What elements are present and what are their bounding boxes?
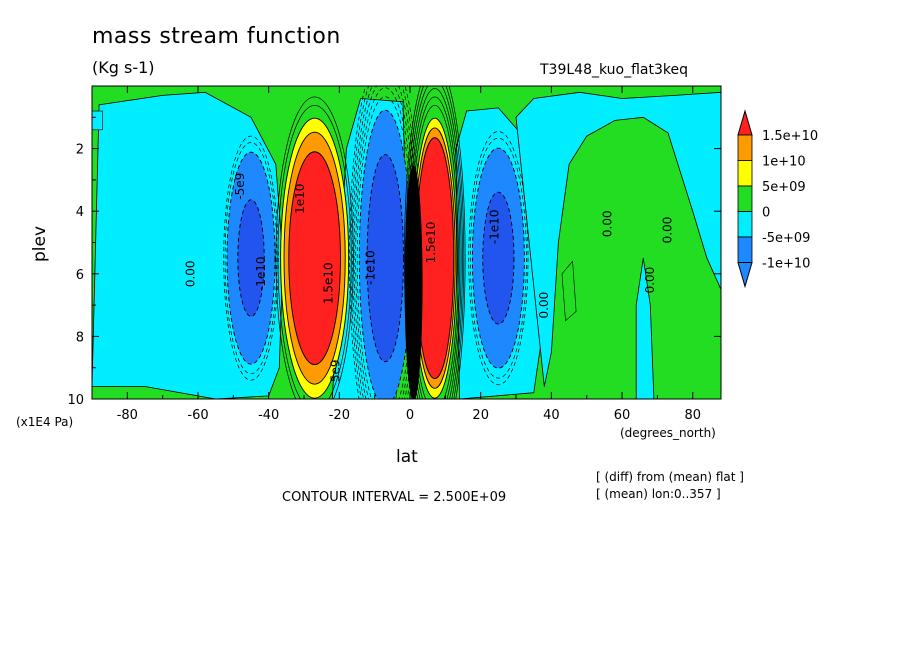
colorbar-segment-1 bbox=[737, 134, 753, 161]
contour-interval: CONTOUR INTERVAL = 2.500E+09 bbox=[282, 490, 507, 505]
note-diff: [ (diff) from (mean) flat ] bbox=[596, 470, 744, 484]
colorbar-segment-2 bbox=[737, 160, 753, 187]
cell-north-negative-ring-0 bbox=[469, 137, 527, 379]
cell-equatorial-negative-level-1 bbox=[366, 154, 404, 363]
x-tick-label-3: -20 bbox=[329, 408, 350, 423]
cell-south-positive-level-2 bbox=[288, 151, 341, 366]
dense-contour-core bbox=[404, 165, 423, 399]
contour-label-3: 1e10 bbox=[293, 184, 307, 214]
x-tick-label-8: 80 bbox=[684, 408, 701, 423]
y-tick-label-0: 2 bbox=[76, 143, 84, 158]
thin-contour-right bbox=[561, 260, 577, 322]
contour-label-2: -5e9 bbox=[233, 173, 247, 200]
x-tick-label-6: 40 bbox=[543, 408, 560, 423]
y-tick-label-4: 10 bbox=[67, 393, 84, 408]
cell-south-positive-ring-0 bbox=[277, 105, 352, 399]
y-tick-label-1: 4 bbox=[76, 205, 84, 220]
colorbar-segment-3 bbox=[737, 185, 753, 212]
colorbar-label-2: 5e+09 bbox=[762, 180, 806, 195]
cyan-region-3 bbox=[515, 91, 721, 387]
colorbar-bottom-arrow bbox=[737, 262, 753, 289]
cell-north-negative-level-1 bbox=[482, 191, 515, 325]
contour-label-9: 0.00 bbox=[537, 292, 551, 319]
colorbar-label-1: 1e+10 bbox=[762, 155, 806, 170]
note-mean: [ (mean) lon:0..357 ] bbox=[596, 487, 721, 501]
contour-label-12: 0.00 bbox=[661, 217, 675, 244]
cell-south-positive-ring-1 bbox=[275, 96, 354, 399]
cyan-region-4 bbox=[635, 258, 655, 399]
x-tick-label-4: 0 bbox=[406, 408, 414, 423]
y-axis-unit: (x1E4 Pa) bbox=[16, 415, 74, 429]
colorbar-top-arrow bbox=[737, 109, 753, 136]
cell-south-negative bbox=[223, 135, 279, 381]
contour-label-7: 1.5e10 bbox=[424, 222, 438, 264]
x-axis-unit: (degrees_north) bbox=[620, 426, 716, 440]
cell-north-negative bbox=[468, 131, 529, 386]
cell-south-positive bbox=[275, 96, 354, 399]
contour-label-10: 0.00 bbox=[600, 210, 614, 237]
cell-equatorial-positive-ring-5 bbox=[404, 86, 466, 399]
contour-label-6: -1e10 bbox=[364, 250, 378, 285]
x-tick-label-2: -40 bbox=[258, 408, 279, 423]
colorbar-segment-5 bbox=[737, 236, 753, 263]
cell-north-negative-ring-1 bbox=[468, 131, 529, 386]
x-tick-label-0: -80 bbox=[117, 408, 138, 423]
plot-area: 0.00 -1e10 -5e9 1e10 1.5e10 5e9 -1e10 1.5e10 -1e… bbox=[92, 86, 721, 399]
axes: -80 -60 -40 -20 0 20 40 60 80 2 4 6 8 10 bbox=[67, 86, 721, 423]
contour-label-4: 1.5e10 bbox=[321, 262, 335, 304]
x-axis-label: lat bbox=[396, 447, 418, 467]
x-tick-label-5: 20 bbox=[472, 408, 489, 423]
colorbar-label-4: -5e+09 bbox=[762, 231, 810, 246]
cell-south-negative-level-1 bbox=[237, 199, 265, 317]
colorbar: 1.5e+10 1e+10 5e+09 0 -5e+09 -1e+10 bbox=[737, 109, 818, 289]
cell-equatorial-positive bbox=[404, 86, 466, 399]
y-tick-label-2: 6 bbox=[76, 268, 84, 283]
contour-label-8: -1e10 bbox=[487, 210, 501, 245]
colorbar-label-3: 0 bbox=[762, 206, 770, 221]
colorbar-label-0: 1.5e+10 bbox=[762, 129, 818, 144]
cell-south-negative-ring-0 bbox=[224, 142, 278, 375]
y-tick-label-3: 8 bbox=[76, 330, 84, 345]
run-label: T39L48_kuo_flat3keq bbox=[540, 62, 688, 78]
contour-label-5: 5e9 bbox=[328, 360, 342, 383]
cell-south-negative-ring-1 bbox=[223, 135, 279, 381]
colorbar-segment-4 bbox=[737, 211, 753, 238]
x-tick-label-1: -60 bbox=[187, 408, 208, 423]
contour-label-0: 0.00 bbox=[183, 260, 197, 287]
chart-units: (Kg s-1) bbox=[92, 58, 155, 77]
contour-label-11: 0.00 bbox=[643, 267, 657, 294]
small-cyan-patch bbox=[92, 110, 103, 131]
colorbar-label-5: -1e+10 bbox=[762, 257, 810, 272]
chart-title: mass stream function bbox=[92, 24, 341, 49]
contour-label-1: -1e10 bbox=[254, 256, 268, 291]
x-tick-label-7: 60 bbox=[614, 408, 631, 423]
